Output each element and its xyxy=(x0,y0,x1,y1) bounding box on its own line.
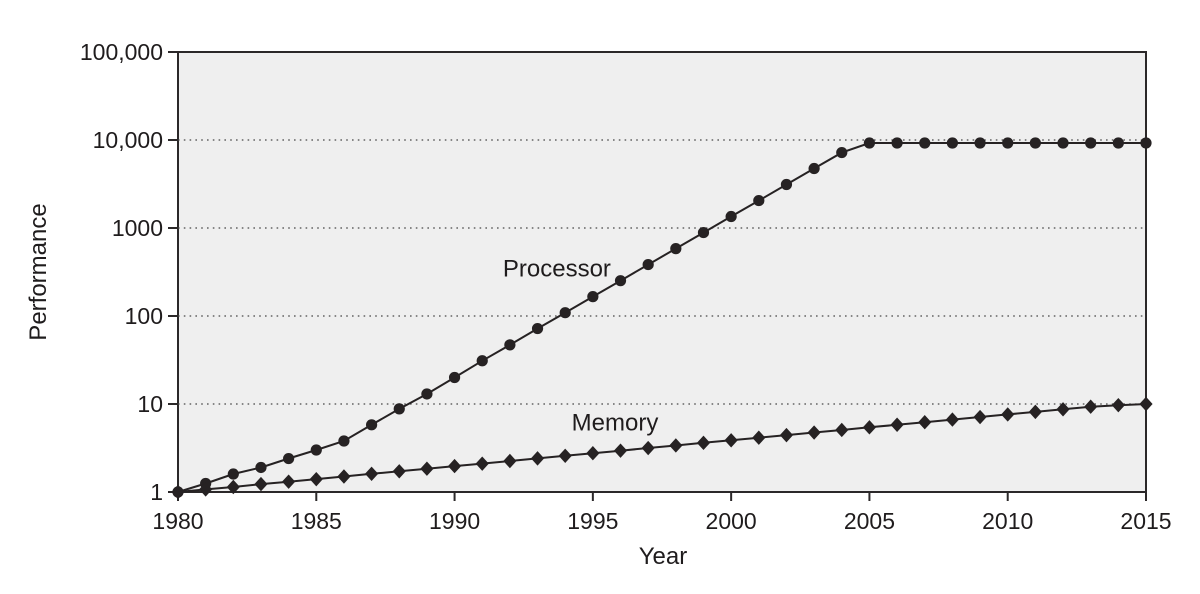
plot-area xyxy=(177,51,1147,493)
memory-marker xyxy=(973,409,987,425)
memory-series-label: Memory xyxy=(572,409,659,436)
axis-ticks xyxy=(168,51,1147,501)
x-tick-label-2000: 2000 xyxy=(706,508,757,534)
memory-marker xyxy=(475,456,489,471)
processor-marker xyxy=(753,194,765,207)
processor-marker xyxy=(919,137,931,149)
processor-marker xyxy=(697,226,710,239)
y-tick-label-1000: 1000 xyxy=(112,215,163,241)
processor-marker xyxy=(780,178,793,191)
processor-marker xyxy=(393,403,405,415)
memory-marker xyxy=(226,479,240,495)
memory-marker xyxy=(254,476,268,492)
processor-marker xyxy=(531,322,544,335)
x-axis-label: Year xyxy=(639,543,688,570)
series-labels: Processor Memory xyxy=(503,256,658,437)
memory-marker xyxy=(613,443,628,458)
series-plot xyxy=(171,137,1153,500)
memory-marker xyxy=(641,440,655,456)
processor-marker xyxy=(310,444,322,456)
processor-marker xyxy=(366,419,378,431)
processor-marker xyxy=(1140,137,1152,149)
memory-marker xyxy=(918,415,932,430)
memory-marker xyxy=(558,448,572,463)
processor-marker xyxy=(642,258,654,271)
processor-marker xyxy=(448,371,461,384)
x-tick-label-2015: 2015 xyxy=(1120,508,1171,534)
memory-marker xyxy=(779,427,794,443)
processor-marker xyxy=(891,137,903,149)
y-axis-label: Performance xyxy=(25,203,52,340)
memory-marker xyxy=(752,430,766,445)
memory-marker xyxy=(890,417,904,432)
processor-marker xyxy=(670,243,682,255)
memory-marker xyxy=(503,453,517,469)
x-tick-label-2005: 2005 xyxy=(844,508,895,534)
memory-marker xyxy=(669,438,683,453)
memory-marker xyxy=(1001,407,1015,422)
processor-marker xyxy=(587,291,599,303)
processor-marker xyxy=(1029,137,1041,149)
memory-marker xyxy=(1139,396,1153,412)
memory-marker xyxy=(530,451,545,466)
x-tick-label-1990: 1990 xyxy=(429,508,480,534)
x-tick-label-2010: 2010 xyxy=(982,508,1033,534)
processor-marker xyxy=(974,137,986,149)
memory-marker xyxy=(171,484,185,500)
memory-marker xyxy=(696,435,711,451)
memory-marker xyxy=(282,474,296,489)
x-tick-label-1985: 1985 xyxy=(291,508,342,534)
processor-marker xyxy=(255,461,267,474)
memory-marker xyxy=(1084,399,1098,414)
processor-marker xyxy=(421,388,433,400)
processor-marker xyxy=(338,435,350,447)
processor-marker xyxy=(476,355,488,367)
memory-marker xyxy=(365,466,379,481)
memory-marker xyxy=(862,420,877,435)
memory-marker xyxy=(447,458,462,474)
memory-marker xyxy=(337,469,351,484)
processor-marker xyxy=(863,137,876,149)
y-tick-label-10000: 10,000 xyxy=(93,127,163,153)
y-tick-label-10: 10 xyxy=(137,391,163,417)
processor-marker xyxy=(614,275,627,287)
processor-marker xyxy=(1085,137,1097,149)
processor-marker xyxy=(227,468,239,480)
memory-marker xyxy=(420,461,434,476)
x-tick-label-1995: 1995 xyxy=(567,508,618,534)
memory-marker xyxy=(724,433,738,448)
memory-marker xyxy=(586,446,600,461)
processor-marker xyxy=(808,162,820,175)
y-tick-label-100000: 100,000 xyxy=(80,39,163,65)
memory-marker xyxy=(392,464,406,479)
processor-marker xyxy=(836,146,848,159)
memory-marker xyxy=(1111,397,1125,413)
memory-marker xyxy=(309,471,323,487)
processor-marker xyxy=(725,210,737,223)
processor-marker xyxy=(946,137,959,149)
processor-marker xyxy=(559,307,571,319)
processor-marker xyxy=(1112,137,1124,149)
axis-tick-labels: 1 10 100 1000 10,000 100,000 1980 1985 1990 1995 2… xyxy=(80,39,1172,534)
memory-marker xyxy=(199,482,213,497)
memory-marker xyxy=(945,412,959,427)
y-tick-label-100: 100 xyxy=(125,303,163,329)
memory-marker xyxy=(807,425,821,440)
memory-marker xyxy=(1028,404,1042,420)
processor-marker xyxy=(1002,137,1014,149)
memory-marker xyxy=(1056,402,1070,417)
processor-series-label: Processor xyxy=(503,256,611,283)
processor-marker xyxy=(283,452,295,465)
processor-marker xyxy=(1057,137,1069,149)
processor-marker xyxy=(504,339,516,351)
x-tick-label-1980: 1980 xyxy=(152,508,203,534)
y-tick-label-1: 1 xyxy=(150,479,163,505)
memory-marker xyxy=(835,422,849,438)
